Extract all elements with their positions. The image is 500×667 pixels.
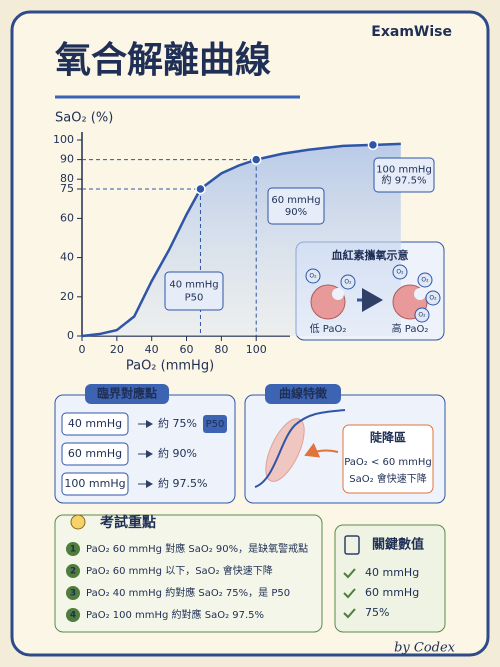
exam-item: PaO₂ 40 mmHg 約對應 SaO₂ 75%，是 P50 [86, 586, 290, 599]
tab [265, 384, 341, 404]
curve [81, 142, 401, 338]
x-tick-label: 100 [246, 343, 267, 356]
y-tick-label: 0 [67, 329, 74, 342]
x-tick-label: 40 [145, 343, 159, 356]
key-point [195, 183, 206, 195]
annotation-box [373, 157, 435, 193]
o2-bubble [305, 268, 321, 284]
num: 3 [70, 589, 76, 599]
pao2-value: 100 mmHg [64, 477, 125, 490]
annotation: 100 mmHg [376, 164, 432, 175]
pao2-value: 40 mmHg [68, 417, 122, 430]
o2-bubble [417, 272, 433, 288]
steep-text: SaO₂ 會快速下降 [349, 472, 427, 485]
check [343, 608, 356, 619]
exam-item: PaO₂ 60 mmHg 以下，SaO₂ 會快速下降 [86, 564, 273, 577]
value-box [61, 412, 129, 436]
title: 氧合解離曲線 [55, 40, 271, 81]
annotation-box [164, 271, 224, 311]
o2-label: O₂ [418, 312, 426, 319]
o2-label: O₂ [344, 279, 352, 286]
y-tick-label: 75 [60, 182, 74, 195]
key-item: 60 mmHg [365, 586, 419, 599]
num: 2 [70, 567, 76, 577]
annotation: 40 mmHg [169, 280, 218, 291]
x-tick-label: 80 [214, 343, 228, 356]
exam-item: PaO₂ 60 mmHg 對應 SaO₂ 90%，是缺氧警戒點 [86, 542, 308, 555]
annotation: 60 mmHg [271, 195, 320, 206]
hemoglobin-notch [414, 288, 426, 300]
exam-title: 考試重點 [100, 514, 156, 531]
num: 1 [70, 545, 76, 555]
num-badge [66, 586, 80, 600]
steep-box [342, 424, 434, 494]
o2-bubble [425, 290, 441, 306]
num-badge [66, 542, 80, 556]
exam-panel [54, 514, 323, 633]
sao2-value: 約 90% [158, 446, 197, 460]
x-axis-label: PaO₂ (mmHg) [126, 359, 214, 374]
hemoglobin-notch [332, 288, 344, 300]
inset-low: 低 PaO₂ [310, 322, 347, 335]
o2-label: O₂ [309, 273, 317, 280]
key-panel [334, 524, 446, 633]
value-box [61, 442, 129, 466]
x-tick-label: 0 [79, 343, 86, 356]
check [343, 588, 356, 599]
inset-high: 高 PaO₂ [392, 322, 429, 335]
num: 4 [70, 611, 76, 621]
tag: P50 [206, 419, 225, 430]
o2-bubble [392, 264, 408, 280]
y-tick-label: 80 [60, 172, 74, 185]
y-tick-label: 40 [60, 251, 74, 264]
y-axis-label: SaO₂ (%) [55, 111, 113, 126]
annotation: 約 97.5% [382, 174, 427, 187]
num-badge [66, 608, 80, 622]
exam-item: PaO₂ 100 mmHg 約對應 SaO₂ 97.5% [86, 608, 264, 621]
o2-bubble [414, 307, 430, 323]
sao2-value: 約 97.5% [158, 476, 207, 490]
x-tick-label: 60 [180, 343, 194, 356]
y-tick-label: 90 [60, 153, 74, 166]
feature-arrow [304, 442, 339, 458]
panel-title: 臨界對應點 [97, 386, 157, 401]
steep-text: PaO₂ < 60 mmHg [344, 457, 432, 468]
inset-title: 血紅素攜氧示意 [332, 248, 409, 262]
brand: ExamWise [371, 24, 452, 40]
tag-box [203, 415, 227, 433]
sao2-value: 約 75% [158, 416, 197, 430]
o2-label: O₂ [421, 277, 429, 284]
footer: by Codex [394, 641, 456, 656]
panel-title: 曲線特徵 [279, 386, 328, 401]
mini-curve [254, 409, 346, 488]
y-tick-label: 20 [60, 290, 74, 303]
clipboard [344, 535, 360, 555]
x-tick-label: 20 [110, 343, 124, 356]
steep-title: 陡降區 [370, 430, 406, 445]
y-tick-label: 100 [53, 133, 74, 146]
annotation: 90% [285, 207, 307, 218]
value-box [61, 472, 129, 496]
key-title: 關鍵數值 [372, 537, 424, 553]
bulb [70, 514, 86, 530]
annotation-box [267, 187, 325, 225]
key-point [367, 139, 379, 151]
pao2-value: 60 mmHg [68, 447, 122, 460]
o2-bubble [340, 274, 356, 290]
o2-label: O₂ [396, 269, 404, 276]
check [343, 568, 356, 579]
tab [85, 384, 169, 404]
o2-label: O₂ [429, 295, 437, 302]
annotation: P50 [185, 292, 204, 303]
key-item: 75% [365, 606, 389, 619]
steep-highlight [265, 418, 305, 482]
num-badge [66, 564, 80, 578]
key-item: 40 mmHg [365, 566, 419, 579]
key-point [250, 154, 262, 165]
y-tick-label: 60 [60, 211, 74, 224]
